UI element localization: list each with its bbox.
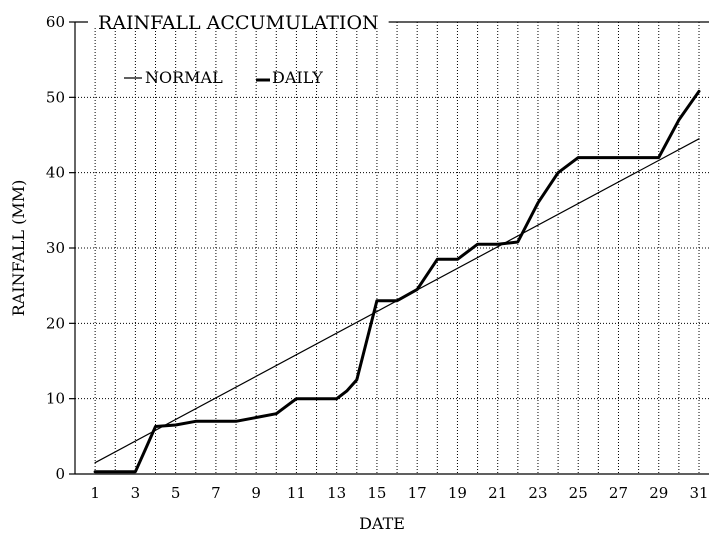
- grid: [75, 21, 709, 474]
- legend-label-daily: DAILY: [272, 68, 323, 87]
- x-tick-label-11: 11: [287, 484, 306, 502]
- x-tick-label-31: 31: [689, 484, 708, 502]
- x-tick-label-25: 25: [569, 484, 588, 502]
- y-tick-label-10: 10: [46, 390, 65, 408]
- y-tick-label-50: 50: [46, 88, 65, 106]
- x-tick-label-13: 13: [327, 484, 346, 502]
- y-tick-label-0: 0: [55, 465, 65, 483]
- legend-label-normal: NORMAL: [145, 68, 223, 87]
- x-tick-label-1: 1: [90, 484, 100, 502]
- x-tick-label-7: 7: [211, 484, 221, 502]
- x-tick-label-27: 27: [609, 484, 628, 502]
- x-tick-label-23: 23: [528, 484, 547, 502]
- x-tick-label-17: 17: [408, 484, 427, 502]
- x-tick-label-9: 9: [251, 484, 261, 502]
- x-axis-title: DATE: [359, 514, 405, 533]
- chart-title: RAINFALL ACCUMULATION: [98, 12, 379, 34]
- x-tick-label-29: 29: [649, 484, 668, 502]
- x-tick-label-15: 15: [367, 484, 386, 502]
- series-lines: [93, 89, 701, 474]
- x-tick-label-3: 3: [131, 484, 141, 502]
- x-tick-label-21: 21: [488, 484, 507, 502]
- y-tick-label-20: 20: [46, 314, 65, 332]
- y-tick-label-60: 60: [46, 13, 65, 31]
- y-tick-label-30: 30: [46, 239, 65, 257]
- legend: NORMAL DAILY: [124, 68, 323, 87]
- x-tick-label-5: 5: [171, 484, 181, 502]
- x-tick-label-19: 19: [448, 484, 467, 502]
- chart-title-background: [88, 18, 389, 26]
- series-line-daily: [93, 89, 701, 474]
- y-axis-title: RAINFALL (MM): [9, 180, 28, 317]
- y-tick-label-40: 40: [46, 164, 65, 182]
